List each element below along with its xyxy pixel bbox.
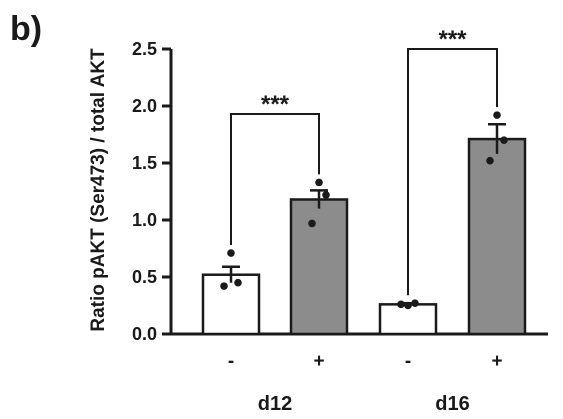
bar: [201, 273, 261, 336]
significance-bracket: [407, 48, 498, 296]
y-axis-label: Ratio pAKT (Ser473) / total AKT: [88, 48, 109, 332]
category-labels: - + - + d12 d16: [228, 351, 503, 415]
x-tick-label: -: [405, 351, 411, 372]
data-point: [234, 278, 242, 287]
data-point: [220, 282, 228, 290]
group-label: d16: [435, 393, 469, 415]
data-point: [486, 156, 494, 165]
bar: [289, 198, 349, 336]
x-tick-label: +: [313, 351, 324, 372]
data-points: [220, 111, 508, 310]
y-tick-label: 1.0: [132, 210, 157, 230]
significance-bracket: [230, 112, 320, 246]
data-point: [493, 111, 501, 119]
panel-label: b): [10, 10, 42, 48]
y-tick-label: 1.5: [132, 153, 157, 173]
data-point: [322, 191, 330, 199]
data-point: [500, 136, 508, 144]
significance-label: ***: [438, 26, 467, 53]
data-point: [411, 299, 419, 308]
significance-label: ***: [261, 91, 290, 118]
y-tick-label: 2.0: [132, 96, 157, 116]
data-point: [404, 301, 412, 310]
data-point: [308, 219, 316, 228]
data-point: [397, 300, 405, 309]
bar: [467, 137, 527, 336]
y-tick-label: 0.0: [132, 324, 157, 344]
significance-brackets: *** ***: [230, 26, 498, 296]
x-tick-label: +: [491, 351, 502, 372]
group-label: d12: [258, 393, 292, 415]
data-point: [315, 178, 323, 187]
data-point: [227, 249, 235, 257]
y-tick-label: 2.5: [132, 39, 157, 59]
error-bars: [222, 122, 506, 306]
x-tick-label: -: [228, 351, 234, 372]
bars: [201, 137, 527, 336]
y-tick-label: 0.5: [132, 267, 157, 287]
